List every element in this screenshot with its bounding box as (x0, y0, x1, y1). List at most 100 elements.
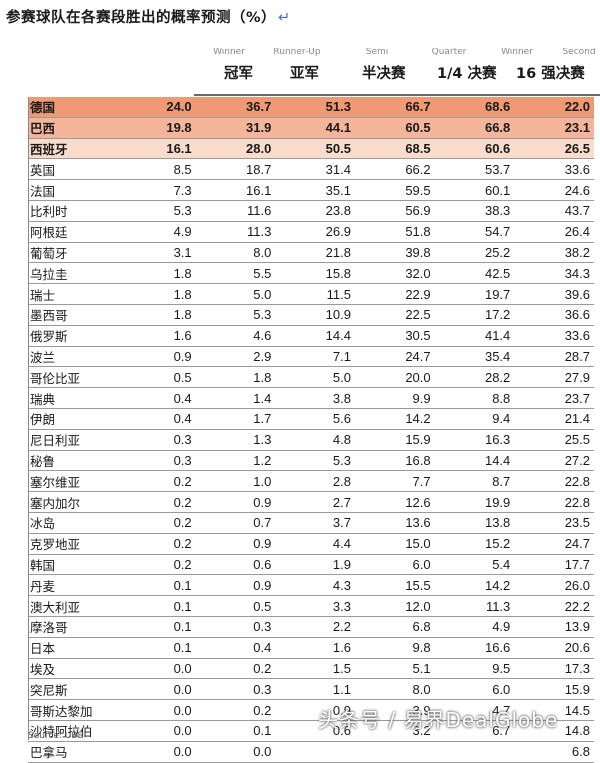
team-name: 伊朗 (28, 408, 116, 430)
probability-cell: 9.8 (354, 637, 435, 659)
probability-cell: 15.0 (354, 533, 435, 555)
probability-cell: 0.9 (195, 533, 276, 555)
probability-cell: 18.7 (195, 158, 276, 181)
ghost-header-6: Second (562, 48, 596, 57)
table-row: 德国 24.0 36.7 51.3 66.7 68.6 22.0 (28, 97, 594, 118)
team-name: 哥伦比亚 (28, 366, 116, 389)
probability-cell: 0.0 (116, 699, 196, 721)
team-name: 瑞士 (28, 283, 116, 305)
probability-cell: 22.8 (514, 491, 594, 513)
team-name: 冰岛 (28, 512, 116, 534)
probability-cell: 68.5 (354, 138, 435, 160)
source-note: Source: UBS (28, 731, 84, 741)
probability-cell: 0.1 (116, 595, 196, 617)
probability-cell: 0.0 (116, 678, 196, 701)
probability-cell: 15.9 (354, 429, 435, 451)
probability-cell: 24.7 (514, 533, 594, 555)
probability-cell: 0.2 (116, 470, 196, 493)
header-quarter: 1/4 决赛 (437, 66, 497, 82)
table-row: 瑞典 0.4 1.4 3.8 9.9 8.8 23.7 (28, 387, 594, 409)
probability-cell: 6.0 (434, 678, 515, 701)
probability-cell: 5.4 (434, 554, 515, 576)
probability-cell: 4.9 (116, 221, 196, 243)
team-name: 法国 (28, 179, 116, 201)
probability-cell (275, 741, 355, 763)
header-semi: 半决赛 (362, 66, 406, 82)
probability-cell: 9.5 (434, 658, 515, 680)
probability-cell: 1.8 (116, 304, 196, 326)
probability-cell: 6.8 (514, 741, 594, 763)
team-name: 英国 (28, 158, 116, 181)
table-row: 尼日利亚 0.3 1.3 4.8 15.9 16.3 25.5 (28, 429, 594, 451)
probability-cell: 14.5 (514, 699, 594, 721)
probability-cell: 0.1 (116, 574, 196, 597)
probability-cell: 0.1 (116, 637, 196, 659)
probability-cell: 25.2 (434, 242, 515, 264)
table-row: 哥斯达黎加 0.0 0.2 0.9 3.9 4.7 14.5 (28, 699, 594, 721)
probability-cell: 54.7 (434, 221, 515, 243)
probability-cell: 68.6 (434, 97, 515, 118)
probability-cell: 0.4 (116, 408, 196, 430)
probability-cell: 15.8 (275, 262, 355, 285)
table-row: 西班牙 16.1 28.0 50.5 68.5 60.6 26.5 (28, 138, 594, 160)
probability-cell: 11.3 (434, 595, 515, 617)
probability-cell: 0.5 (195, 595, 276, 617)
table-row: 巴拿马 0.0 0.0 6.8 (28, 741, 594, 763)
probability-cell: 35.1 (275, 179, 355, 201)
table-row: 比利时 5.3 11.6 23.8 56.9 38.3 43.7 (28, 200, 594, 222)
probability-cell: 0.3 (195, 678, 276, 701)
probability-cell: 0.9 (275, 699, 355, 721)
table-row: 哥伦比亚 0.5 1.8 5.0 20.0 28.2 27.9 (28, 366, 594, 389)
table-body: 德国 24.0 36.7 51.3 66.7 68.6 22.0 巴西 19.8 31.9 44.1… (28, 97, 594, 763)
probability-cell: 13.8 (434, 512, 515, 534)
probability-cell: 3.7 (275, 512, 355, 534)
probability-cell: 8.8 (434, 387, 515, 409)
probability-cell: 4.4 (275, 533, 355, 555)
probability-cell: 16.3 (434, 429, 515, 451)
probability-cell: 0.6 (195, 554, 276, 576)
probability-cell: 9.9 (354, 387, 435, 409)
probability-cell: 0.2 (116, 554, 196, 576)
probability-cell: 17.2 (434, 304, 515, 326)
probability-cell: 38.2 (514, 242, 594, 264)
probability-cell: 0.7 (195, 512, 276, 534)
probability-cell: 66.2 (354, 158, 435, 181)
probability-cell: 5.1 (354, 658, 435, 680)
probability-cell: 20.0 (354, 366, 435, 389)
probability-cell: 2.9 (195, 346, 276, 368)
probability-cell: 0.1 (195, 720, 276, 742)
team-name: 埃及 (28, 658, 116, 680)
probability-cell: 12.6 (354, 491, 435, 513)
probability-cell: 3.9 (354, 699, 435, 721)
probability-cell: 30.5 (354, 325, 435, 347)
probability-cell: 4.9 (434, 616, 515, 638)
probability-cell: 5.0 (195, 283, 276, 305)
team-name: 塞尔维亚 (28, 470, 116, 493)
probability-cell: 28.0 (195, 138, 276, 160)
probability-cell: 35.4 (434, 346, 515, 368)
probability-cell: 60.1 (434, 179, 515, 201)
probability-cell: 20.6 (514, 637, 594, 659)
team-name: 日本 (28, 637, 116, 659)
team-name: 摩洛哥 (28, 616, 116, 638)
probability-cell: 7.7 (354, 470, 435, 493)
team-name: 比利时 (28, 200, 116, 222)
header-runner-up: 亚军 (290, 66, 319, 82)
probability-cell: 4.8 (275, 429, 355, 451)
probability-cell: 0.2 (116, 533, 196, 555)
team-name: 葡萄牙 (28, 242, 116, 264)
team-name: 德国 (28, 97, 116, 118)
probability-cell: 13.9 (514, 616, 594, 638)
ghost-header-1: Winner (213, 48, 245, 57)
probability-cell: 0.5 (116, 366, 196, 389)
header-winner: 冠军 (224, 66, 253, 82)
probability-cell: 43.7 (514, 200, 594, 222)
probability-cell: 13.6 (354, 512, 435, 534)
probability-cell: 66.7 (354, 97, 435, 118)
probability-cell: 16.1 (116, 138, 196, 160)
probability-cell: 1.8 (195, 366, 276, 389)
probability-cell: 24.7 (354, 346, 435, 368)
probability-cell: 5.5 (195, 262, 276, 285)
probability-cell: 23.8 (275, 200, 355, 222)
probability-cell: 31.4 (275, 158, 355, 181)
